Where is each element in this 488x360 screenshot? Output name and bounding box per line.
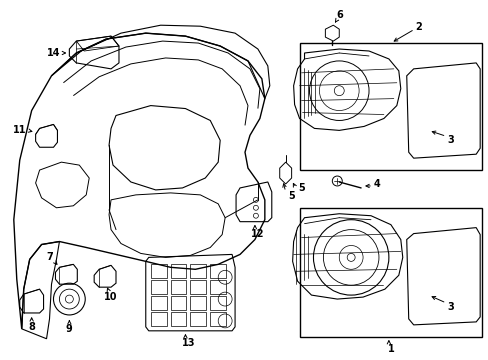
Bar: [299, 43, 481, 170]
Text: 11: 11: [13, 125, 26, 135]
Bar: [170, 264, 186, 278]
Bar: [170, 312, 186, 326]
Text: 13: 13: [182, 338, 195, 348]
Text: 14: 14: [47, 48, 60, 58]
Text: 3: 3: [446, 135, 453, 145]
Bar: [190, 312, 206, 326]
Text: 6: 6: [335, 10, 342, 20]
Bar: [170, 296, 186, 310]
Text: 12: 12: [251, 229, 264, 239]
Bar: [190, 296, 206, 310]
Text: 7: 7: [46, 252, 53, 262]
Text: 8: 8: [28, 322, 35, 332]
Text: 10: 10: [104, 292, 118, 302]
Text: 5: 5: [298, 183, 305, 193]
Bar: [150, 312, 166, 326]
Text: 5: 5: [287, 191, 294, 201]
Text: 4: 4: [373, 179, 380, 189]
Bar: [190, 264, 206, 278]
Bar: [299, 208, 481, 337]
Text: 1: 1: [386, 344, 393, 354]
Bar: [150, 264, 166, 278]
Bar: [210, 280, 225, 294]
Bar: [170, 280, 186, 294]
Bar: [210, 296, 225, 310]
Bar: [150, 280, 166, 294]
Bar: [150, 296, 166, 310]
Bar: [210, 264, 225, 278]
Bar: [210, 312, 225, 326]
Text: 2: 2: [414, 22, 421, 32]
Text: 9: 9: [66, 324, 73, 334]
Bar: [190, 280, 206, 294]
Text: 3: 3: [446, 302, 453, 312]
